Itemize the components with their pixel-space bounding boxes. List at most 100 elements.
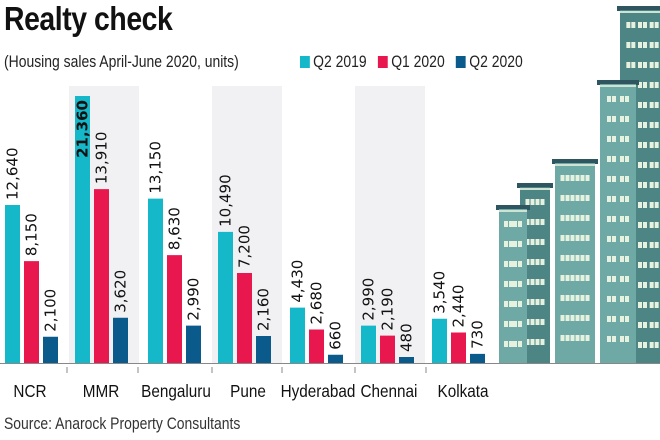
window [513,301,517,307]
window [654,142,659,148]
window [580,175,585,181]
window [580,295,585,301]
window [625,196,629,202]
window [649,62,654,68]
window [625,236,629,242]
bar-ncr-q2-2019 [5,205,20,363]
building-roof [617,6,660,11]
value-label-kolkata-q2-2020: 730 [469,320,487,349]
window [638,322,642,328]
window [643,342,647,348]
window [638,162,642,168]
window [612,276,616,282]
category-label-pune: Pune [230,381,266,401]
window [530,199,535,205]
window [649,182,654,188]
value-label-chennai-q1-2020: 2,190 [379,288,397,331]
window [654,222,659,228]
window [565,195,570,201]
bar-chennai-q1-2020 [380,335,395,363]
window [620,276,624,282]
window [643,42,647,48]
window [638,22,642,28]
window [580,335,585,341]
window [565,215,570,221]
bar-bengaluru-q1-2020 [167,255,182,363]
window [643,322,647,328]
value-label-mmr-q2-2020: 3,620 [112,270,130,313]
bar-pune-q1-2020 [237,273,252,363]
window [612,316,616,322]
value-label-bengaluru-q2-2020: 2,990 [185,278,203,321]
window [580,315,585,321]
value-label-mmr-q1-2020: 13,910 [93,132,111,185]
window [530,339,535,345]
window [575,335,580,341]
window [513,321,517,327]
window [570,195,575,201]
window [643,102,647,108]
legend-item-q1-2020: Q1 2020 [378,52,445,72]
legend: Q2 2019 Q1 2020 Q2 2020 [300,52,523,72]
window [625,116,629,122]
bar-mmr-q2-2020 [113,317,128,363]
value-label-chennai-q2-2019: 2,990 [360,278,378,321]
window [570,275,575,281]
window [643,222,647,228]
window [540,339,545,345]
building-front-left [496,205,530,363]
window [638,282,642,288]
window [560,175,565,181]
category-label-mmr: MMR [83,381,120,401]
window [509,221,513,227]
window [612,176,616,182]
category-label-hyderabad: Hyderabad [281,381,356,401]
window [585,275,590,281]
window [530,239,535,245]
window [620,236,624,242]
window [560,335,565,341]
window [518,241,522,247]
window [620,176,624,182]
window [643,82,647,88]
window [525,219,530,225]
bar-ncr-q2-2020 [43,336,58,363]
window [565,275,570,281]
window [575,175,580,181]
window [535,199,540,205]
window [612,116,616,122]
window [631,42,636,48]
window [580,235,585,241]
window [585,255,590,261]
window [540,219,545,225]
window [513,261,517,267]
window [585,315,590,321]
value-label-pune-q2-2020: 2,160 [255,288,273,331]
window [643,302,647,308]
window [525,299,530,305]
window [612,196,616,202]
window [612,296,616,302]
window [525,239,530,245]
window [638,222,642,228]
window [565,315,570,321]
window [580,195,585,201]
window [626,42,631,48]
window [575,295,580,301]
window [575,235,580,241]
window [580,215,585,221]
value-label-hyderabad-q1-2020: 2,680 [308,282,326,325]
window [654,82,659,88]
window [504,281,508,287]
window [535,279,540,285]
window [625,336,629,342]
window [607,136,611,142]
value-label-chennai-q2-2020: 480 [398,323,416,352]
value-label-bengaluru-q1-2020: 8,630 [166,207,184,250]
window [575,275,580,281]
window [575,215,580,221]
window [525,259,530,265]
building-roof [496,205,530,210]
window [638,42,642,48]
